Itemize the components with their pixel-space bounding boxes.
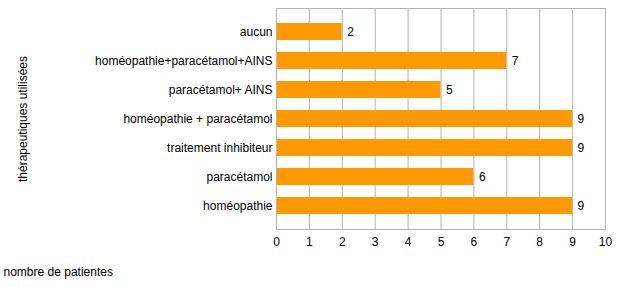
svg-text:paracétamol+ AINS: paracétamol+ AINS [169,83,273,97]
svg-text:0: 0 [273,235,280,249]
svg-text:8: 8 [536,235,543,249]
svg-text:9: 9 [569,235,576,249]
svg-text:homéopathie: homéopathie [203,199,273,213]
svg-text:thérapeutiques utilisées: thérapeutiques utilisées [16,56,30,182]
svg-text:nombre de patientes: nombre de patientes [4,265,113,279]
svg-text:homéopathie+paracétamol+AINS: homéopathie+paracétamol+AINS [95,54,272,68]
svg-text:5: 5 [446,83,453,97]
svg-text:2: 2 [339,235,346,249]
svg-text:7: 7 [503,235,510,249]
svg-text:traitement inhibiteur: traitement inhibiteur [167,141,272,155]
svg-text:9: 9 [578,141,585,155]
svg-text:9: 9 [578,112,585,126]
svg-text:5: 5 [438,235,445,249]
svg-text:9: 9 [578,199,585,213]
svg-text:paracétamol: paracétamol [206,170,272,184]
svg-text:2: 2 [347,25,354,39]
svg-text:1: 1 [306,235,313,249]
svg-text:6: 6 [479,170,486,184]
svg-text:3: 3 [372,235,379,249]
svg-text:4: 4 [405,235,412,249]
svg-text:10: 10 [599,235,613,249]
svg-text:aucun: aucun [240,25,273,39]
svg-text:6: 6 [471,235,478,249]
svg-text:7: 7 [512,54,519,68]
svg-text:homéopathie + paracétamol: homéopathie + paracétamol [123,112,272,126]
